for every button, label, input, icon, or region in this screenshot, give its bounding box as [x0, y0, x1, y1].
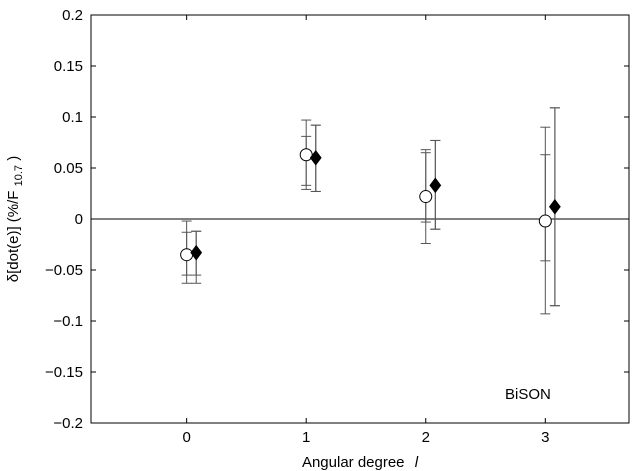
y-axis-title-sub: 10.7	[13, 165, 25, 186]
y-tick-label: −0.05	[45, 262, 83, 279]
y-tick-label: −0.15	[45, 364, 83, 381]
x-axis-title-italic: l	[415, 454, 419, 471]
x-tick-label: 2	[422, 429, 430, 446]
y-tick-label: 0.05	[54, 160, 83, 177]
diamond-marker	[190, 244, 203, 261]
error-bar-inner	[420, 152, 431, 223]
x-tick-label: 1	[302, 429, 310, 446]
x-axis-title-text: Angular degree	[302, 454, 405, 471]
y-axis-title-end: )	[5, 156, 22, 161]
diamond-marker	[309, 149, 322, 166]
x-axis-title: Angular degree l	[302, 454, 419, 471]
x-tick-label: 3	[541, 429, 549, 446]
y-tick-label: 0	[75, 211, 83, 228]
x-tick-label: 0	[182, 429, 190, 446]
annotation-bison: BiSON	[505, 386, 551, 403]
y-tick-label: −0.2	[53, 415, 83, 432]
error-bar-inner	[540, 154, 551, 262]
y-tick-label: −0.1	[53, 313, 83, 330]
y-axis-title-text: δ[dot(e)] (%/F	[5, 191, 22, 283]
circle-marker	[538, 214, 552, 228]
circle-marker	[419, 190, 433, 204]
circle-marker	[299, 148, 313, 162]
y-tick-label: 0.2	[62, 7, 83, 24]
y-axis-title: δ[dot(e)] (%/F 10.7 )	[5, 156, 26, 282]
diamond-marker	[429, 177, 442, 194]
y-tick-label: 0.1	[62, 109, 83, 126]
y-tick-label: 0.15	[54, 58, 83, 75]
diamond-marker	[549, 198, 561, 215]
circle-marker	[180, 248, 194, 262]
